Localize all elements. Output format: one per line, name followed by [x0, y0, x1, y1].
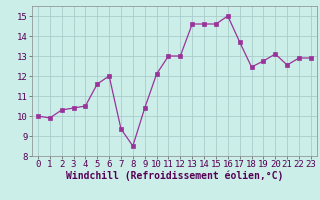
X-axis label: Windchill (Refroidissement éolien,°C): Windchill (Refroidissement éolien,°C): [66, 171, 283, 181]
